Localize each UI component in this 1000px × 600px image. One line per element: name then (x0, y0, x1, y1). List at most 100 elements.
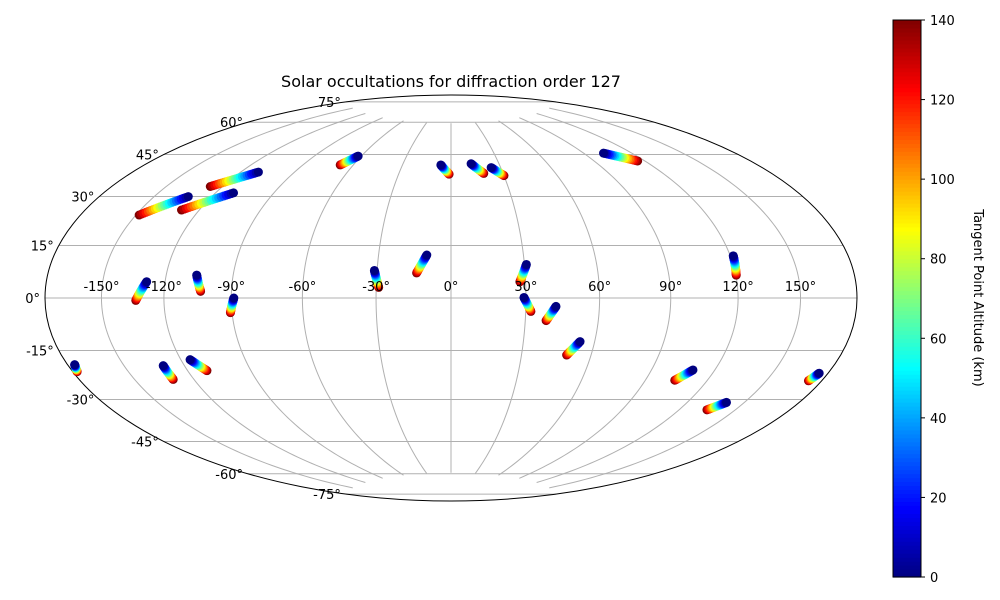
colorbar-segment (893, 95, 921, 101)
colorbar-segment (893, 529, 921, 534)
track-point (519, 292, 529, 302)
track-point (688, 365, 698, 375)
colorbar-segment (893, 151, 921, 156)
colorbar-segment (893, 222, 921, 228)
colorbar-segment (893, 465, 921, 471)
colorbar-tick-label: 40 (930, 412, 947, 427)
colorbar-segment (893, 401, 921, 407)
colorbar-tick-label: 140 (930, 14, 955, 29)
colorbar-segment (893, 195, 921, 200)
occultation-track (70, 360, 82, 377)
colorbar-segment (893, 513, 921, 518)
colorbar-segment (893, 20, 921, 25)
colorbar-segment (893, 318, 921, 323)
colorbar-segment (893, 569, 921, 574)
colorbar-segment (893, 258, 921, 264)
colorbar-segment (893, 131, 921, 136)
colorbar-segment (893, 469, 921, 475)
colorbar-segment (893, 159, 921, 164)
occultation-track (728, 251, 741, 280)
longitude-tick-labels: -150° -120° -90° -60° -30° 0° 30° 60° 90° 120° 150… (83, 280, 816, 295)
colorbar-segment (893, 107, 921, 113)
track-point (814, 368, 824, 378)
occultation-track (205, 167, 263, 191)
longitude-tick-label: -60° (289, 280, 317, 295)
colorbar-segment (893, 71, 921, 77)
track-point (721, 397, 731, 407)
track-point (599, 148, 609, 158)
longitude-tick-label: 90° (659, 280, 682, 295)
latitude-tick-label: 60° (220, 116, 243, 131)
colorbar-segment (893, 378, 921, 383)
longitude-tick-label: -30° (362, 280, 390, 295)
colorbar-segment (893, 290, 921, 296)
colorbar-segment (893, 322, 921, 327)
occultation-track (131, 277, 152, 305)
occultation-track (436, 160, 454, 179)
colorbar-frame (892, 19, 922, 578)
colorbar-segment (893, 421, 921, 427)
longitude-tick-label: 120° (722, 280, 753, 295)
colorbar-segment (893, 31, 921, 37)
colorbar-segment (893, 302, 921, 308)
colorbar-segment (893, 397, 921, 403)
colorbar-segment (893, 537, 921, 542)
occultation-track (562, 337, 585, 360)
colorbar-segment (893, 234, 921, 240)
longitude-tick-label: 150° (785, 280, 816, 295)
colorbar-segment (893, 417, 921, 423)
colorbar-segment (893, 326, 921, 331)
colorbar-segment (893, 123, 921, 129)
colorbar-segment (893, 509, 921, 514)
colorbar-segment (893, 47, 921, 53)
colorbar-segment (893, 143, 921, 148)
colorbar-segment (893, 561, 921, 566)
occultation-track (670, 365, 698, 385)
colorbar-segment (893, 87, 921, 93)
colorbar-segment (893, 457, 921, 463)
track-point (70, 360, 80, 370)
colorbar-label: Tangent Point Altitude (km) (970, 208, 985, 386)
latitude-tick-label: 45° (136, 149, 159, 164)
colorbar-segment (893, 362, 921, 367)
occultation-track (225, 293, 239, 318)
colorbar-segment (893, 199, 921, 204)
longitude-tick-label: 0° (444, 280, 459, 295)
track-point (575, 337, 585, 347)
occultation-tracks (70, 148, 824, 415)
map-boundary (44, 94, 858, 502)
longitude-tick-label: -90° (217, 280, 245, 295)
colorbar-segment (893, 210, 921, 216)
colorbar-segment (893, 517, 921, 522)
colorbar-segment (893, 242, 921, 248)
occultation-track (335, 151, 363, 170)
colorbar-segment (893, 75, 921, 81)
colorbar-segment (893, 214, 921, 220)
colorbar-segment (893, 191, 921, 196)
colorbar-segment (893, 545, 921, 550)
track-point (521, 259, 531, 269)
colorbar-tick-label: 0 (930, 571, 938, 586)
colorbar-segment (893, 226, 921, 232)
colorbar-segment (893, 314, 921, 319)
colorbar-segment (893, 266, 921, 272)
latitude-tick-label: -45° (131, 436, 159, 451)
colorbar-segment (893, 350, 921, 355)
colorbar-segment (893, 461, 921, 467)
colorbar-segment (893, 167, 921, 172)
colorbar-segment (893, 298, 921, 304)
colorbar-segment (893, 374, 921, 379)
occultation-track (515, 259, 531, 287)
colorbar-segment (893, 441, 921, 447)
colorbar-segment (893, 262, 921, 268)
track-point (353, 151, 363, 161)
colorbar-segment (893, 63, 921, 69)
colorbar-segment (893, 79, 921, 85)
colorbar-segment (893, 127, 921, 132)
track-point (551, 301, 561, 311)
colorbar-segment (893, 115, 921, 121)
colorbar-segment (893, 67, 921, 73)
colorbar-segment (893, 254, 921, 260)
occultation-track (192, 270, 206, 296)
